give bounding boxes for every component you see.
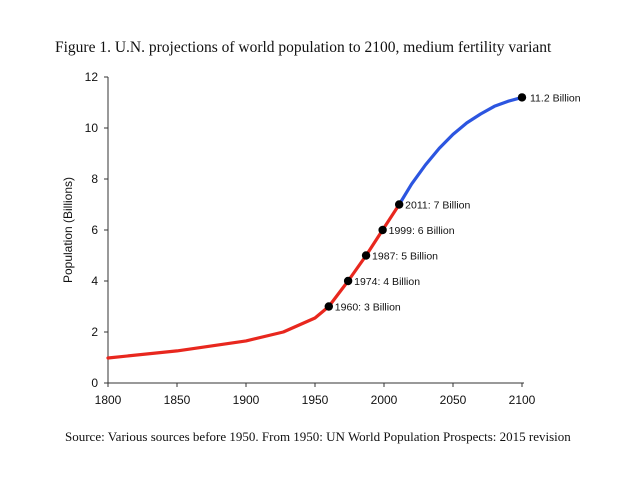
y-axis-label: Population (Billions): [61, 177, 75, 283]
data-label: 11.2 Billion: [530, 92, 581, 104]
data-points: [324, 93, 527, 311]
y-tick-label: 6: [91, 223, 98, 237]
data-label: 1987: 5 Billion: [372, 251, 438, 263]
data-label: 1960: 3 Billion: [335, 302, 401, 314]
series-line-2: [397, 95, 524, 207]
data-label: 2011: 7 Billion: [405, 200, 470, 212]
series-line-1: [106, 202, 401, 360]
data-point: [361, 251, 371, 260]
data-point: [378, 225, 387, 235]
y-tick-label: 4: [91, 274, 98, 288]
data-point: [324, 302, 333, 311]
y-tick-label: 8: [91, 172, 98, 186]
axes: 0 2 4 6 8 10 12 1800 1850 1900 1950 2000 2050 2100: [85, 70, 536, 407]
data-labels: 1960: 3 Billion 1974: 4 Billion 1987: 5 Bi…: [335, 92, 581, 313]
data-point: [517, 93, 527, 102]
y-tick-label: 12: [85, 70, 99, 84]
x-tick-label: 1850: [164, 393, 191, 407]
data-point: [394, 200, 404, 209]
x-tick-label: 2100: [509, 393, 536, 407]
data-label: 1974: 4 Billion: [354, 276, 420, 288]
y-tick-label: 10: [85, 121, 99, 135]
y-tick-label: 2: [91, 325, 98, 339]
chart-source: Source: Various sources before 1950. Fro…: [65, 429, 571, 444]
x-tick-label: 2000: [371, 393, 398, 407]
series-lines: [106, 95, 524, 360]
x-tick-label: 1800: [95, 393, 122, 407]
data-label: 1999: 6 Billion: [389, 225, 455, 237]
data-point: [343, 276, 353, 286]
x-tick-label: 1900: [233, 393, 260, 407]
x-tick-label: 2050: [440, 393, 467, 407]
y-tick-label: 0: [91, 376, 98, 390]
x-tick-label: 1950: [302, 393, 329, 407]
chart-title: Figure 1. U.N. projections of world popu…: [55, 39, 552, 56]
